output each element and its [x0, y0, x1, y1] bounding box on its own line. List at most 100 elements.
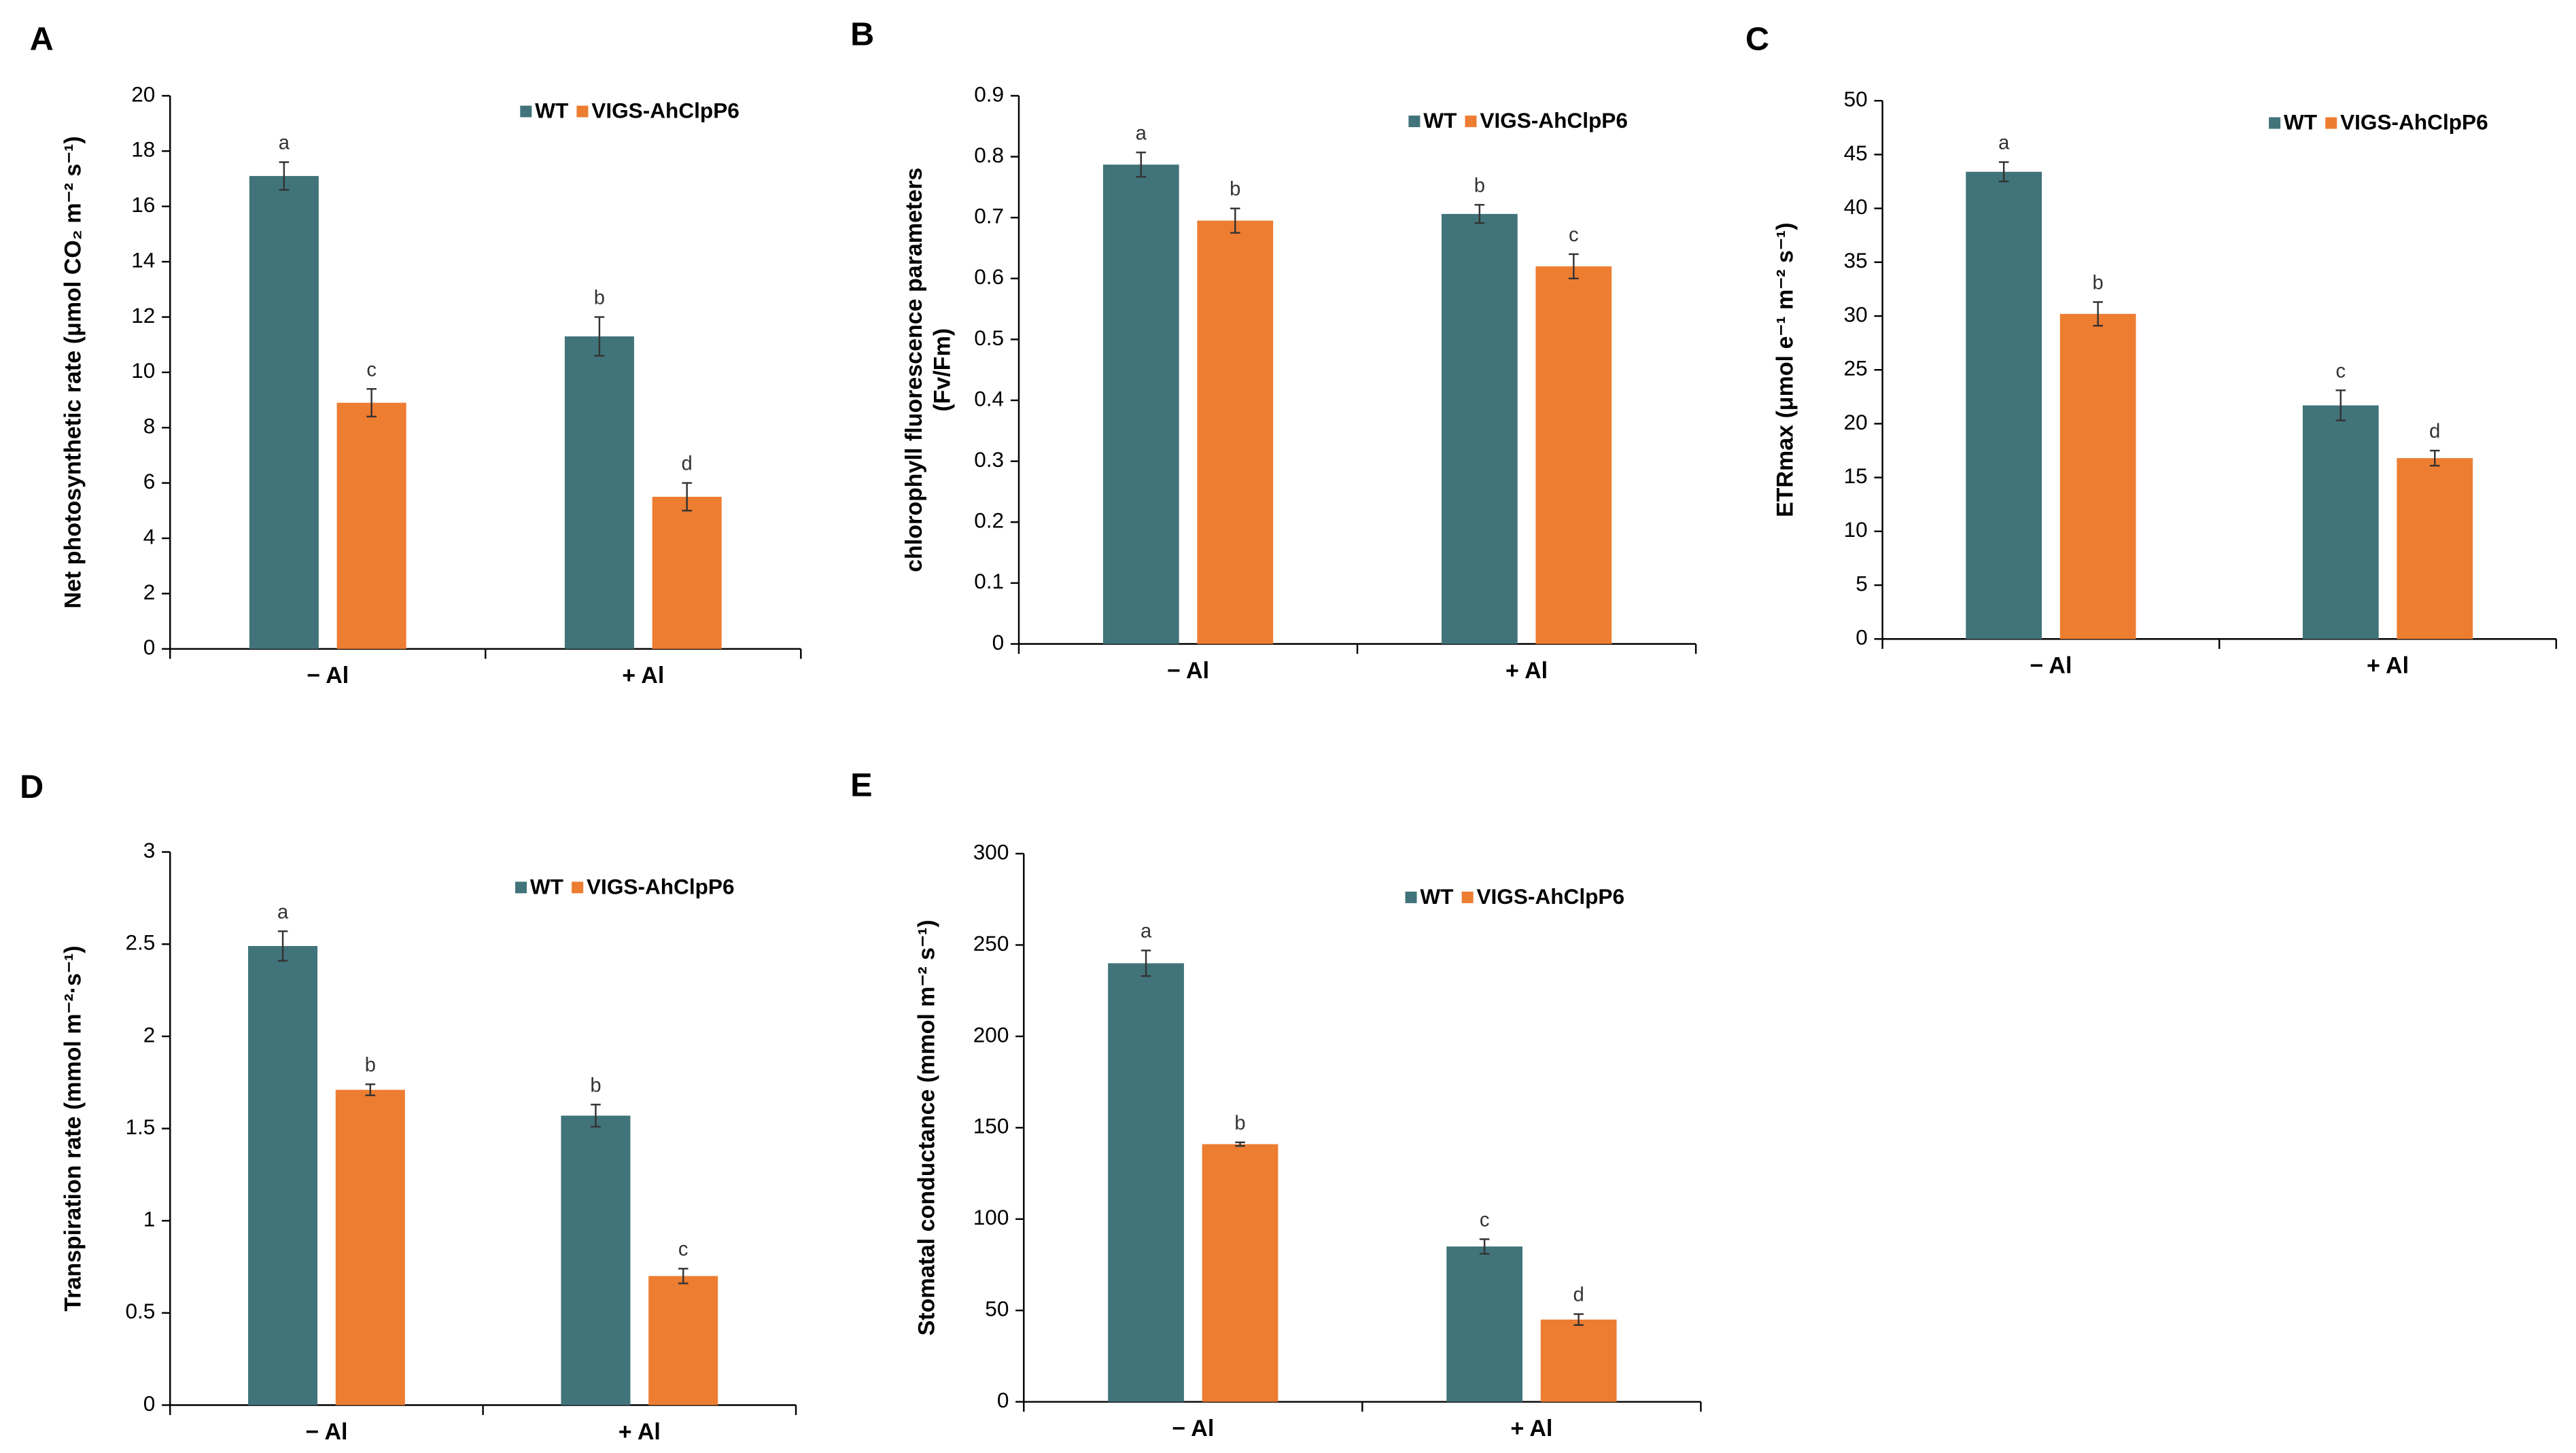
x-tick-label: + Al — [1510, 1416, 1552, 1441]
x-tick-label: − Al — [305, 1419, 347, 1445]
significance-letter: b — [1234, 1113, 1245, 1134]
bar — [1197, 220, 1274, 644]
legend-label: WT — [535, 99, 568, 123]
legend-label: VIGS-AhClpP6 — [1476, 884, 1624, 909]
x-tick-label: + Al — [622, 663, 664, 688]
y-axis-label: Stomatal conductance (mmol m⁻² s⁻¹) — [913, 920, 939, 1335]
y-tick-label: 45 — [1844, 141, 1868, 165]
panel-label: D — [20, 769, 43, 805]
y-tick-label: 20 — [131, 82, 155, 106]
significance-letter: a — [279, 133, 290, 154]
legend-swatch — [1461, 891, 1474, 903]
panel-label: E — [850, 767, 872, 804]
y-tick-label: 0 — [143, 1391, 156, 1416]
legend-swatch — [1408, 116, 1421, 128]
legend-label: VIGS-AhClpP6 — [2340, 110, 2488, 135]
legend-label: VIGS-AhClpP6 — [1480, 108, 1628, 133]
bar — [652, 496, 722, 649]
y-tick-label: 35 — [1844, 248, 1868, 273]
y-tick-label: 0 — [1856, 625, 1868, 650]
y-axis-label: chlorophyll fluorescence parameters — [901, 168, 927, 572]
y-tick-label: 0.5 — [125, 1299, 155, 1323]
bar — [1102, 164, 1179, 644]
legend-swatch — [2325, 117, 2337, 129]
y-tick-label: 0 — [992, 630, 1005, 654]
x-tick-label: − Al — [2030, 653, 2072, 679]
bar — [561, 1115, 631, 1405]
significance-letter: a — [1141, 921, 1152, 943]
legend-label: WT — [2284, 110, 2317, 135]
y-tick-label: 0.7 — [974, 204, 1004, 228]
y-tick-label: 0.9 — [974, 82, 1004, 106]
y-axis-label: ETRmax (μmol e⁻¹ m⁻² s⁻¹) — [1773, 222, 1798, 517]
significance-letter: a — [1998, 132, 2010, 154]
legend-label: WT — [1420, 884, 1453, 909]
significance-letter: b — [2093, 272, 2104, 294]
bar — [336, 402, 406, 649]
x-tick-label: − Al — [1172, 1416, 1214, 1441]
legend-swatch — [515, 881, 527, 894]
y-tick-label: 20 — [1844, 410, 1868, 434]
y-tick-label: 16 — [131, 192, 155, 217]
y-tick-label: 0.3 — [974, 447, 1004, 472]
significance-letter: c — [1569, 224, 1579, 246]
legend-swatch — [1465, 116, 1477, 128]
x-tick-label: + Al — [2367, 653, 2409, 679]
bar — [1446, 1246, 1522, 1402]
bar — [1966, 171, 2042, 640]
y-tick-label: 10 — [1844, 517, 1868, 542]
y-tick-label: 150 — [973, 1114, 1009, 1138]
legend-label: WT — [1423, 108, 1457, 133]
y-tick-label: 15 — [1844, 463, 1868, 488]
y-tick-label: 50 — [1844, 87, 1868, 111]
y-tick-label: 6 — [143, 469, 156, 493]
bar — [335, 1089, 405, 1405]
significance-letter: c — [2336, 360, 2346, 382]
legend-swatch — [2269, 117, 2281, 129]
legend-swatch — [520, 105, 532, 118]
y-tick-label: 3 — [143, 838, 156, 862]
x-tick-label: + Al — [1505, 658, 1548, 684]
legend-label: WT — [530, 874, 563, 898]
panel-label: C — [1745, 21, 1769, 58]
x-tick-label: − Al — [1167, 658, 1209, 684]
panel-label: B — [850, 16, 874, 52]
y-axis-label: Net photosynthetic rate (μmol CO₂ m⁻² s⁻… — [60, 136, 86, 608]
y-tick-label: 14 — [131, 247, 155, 272]
bar — [2397, 458, 2473, 640]
y-tick-label: 2 — [143, 580, 156, 604]
significance-letter: c — [366, 359, 377, 381]
y-tick-label: 40 — [1844, 194, 1868, 219]
y-tick-label: 100 — [973, 1205, 1009, 1229]
significance-letter: c — [678, 1239, 689, 1261]
bar — [1540, 1319, 1617, 1402]
significance-letter: b — [365, 1054, 376, 1076]
y-tick-label: 4 — [143, 524, 156, 548]
y-tick-label: 0 — [997, 1388, 1009, 1412]
bar — [249, 175, 319, 649]
y-tick-label: 300 — [973, 839, 1009, 864]
y-tick-label: 18 — [131, 137, 155, 162]
bar — [1535, 266, 1612, 644]
bar — [248, 946, 318, 1405]
y-tick-label: 0.8 — [974, 143, 1004, 167]
y-tick-label: 0.2 — [974, 508, 1004, 533]
significance-letter: b — [1230, 179, 1240, 200]
bar — [564, 336, 634, 649]
y-tick-label: 5 — [1856, 571, 1868, 595]
significance-letter: d — [1573, 1284, 1584, 1306]
significance-letter: c — [1480, 1209, 1490, 1231]
legend-label: VIGS-AhClpP6 — [591, 99, 739, 123]
legend-swatch — [576, 105, 589, 118]
y-tick-label: 1.5 — [125, 1115, 155, 1139]
significance-letter: a — [1136, 122, 1147, 144]
x-tick-label: + Al — [619, 1419, 661, 1445]
legend-label: VIGS-AhClpP6 — [587, 874, 735, 898]
significance-letter: a — [277, 901, 289, 923]
legend-swatch — [1405, 891, 1417, 903]
significance-letter: d — [2429, 421, 2440, 442]
y-tick-label: 8 — [143, 414, 156, 438]
y-tick-label: 0 — [143, 635, 156, 659]
